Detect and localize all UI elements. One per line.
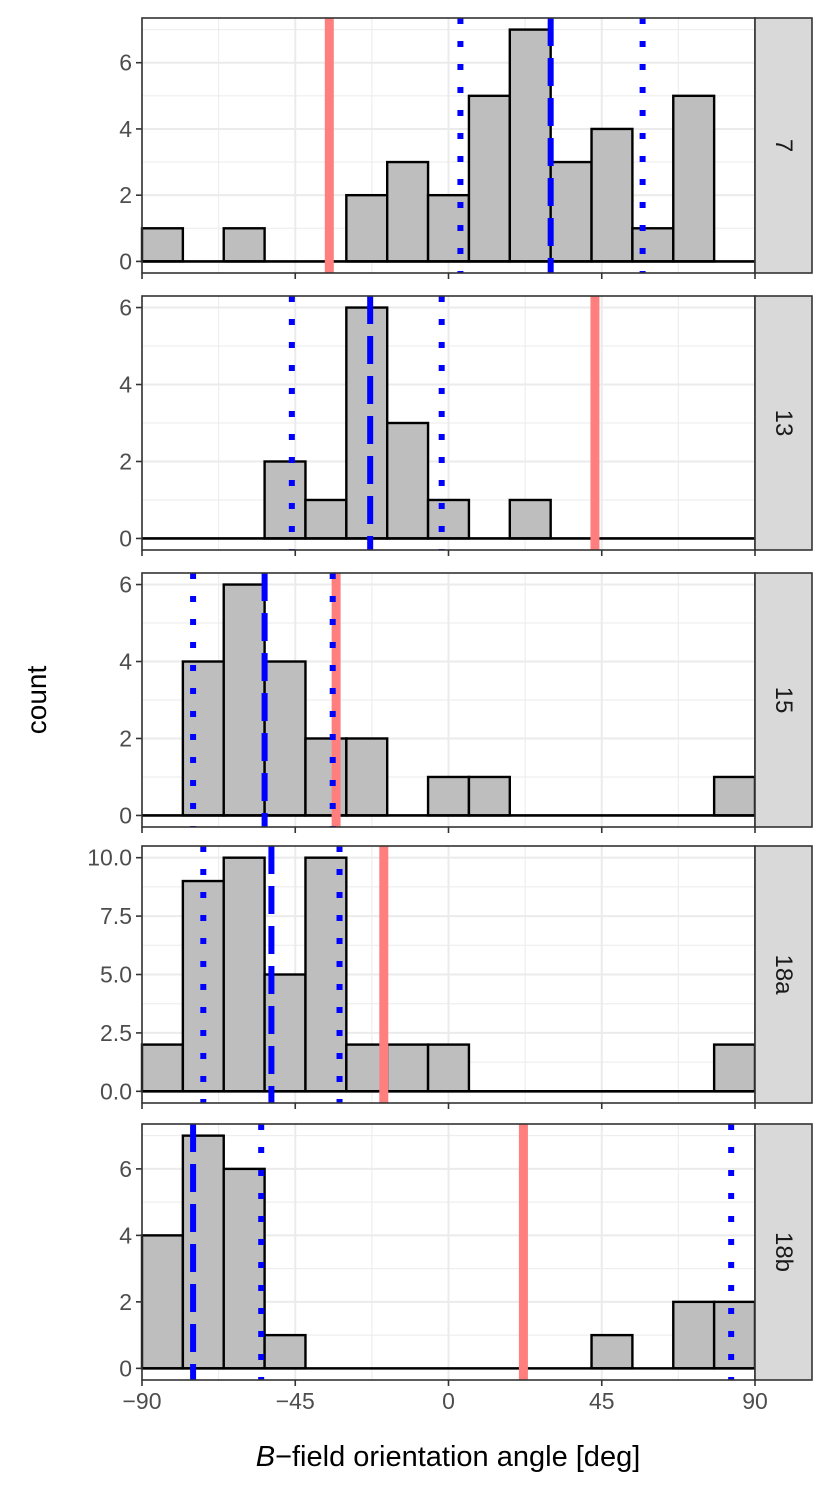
histogram-bar: [181, 1134, 225, 1370]
y-tick-label: 0: [119, 525, 132, 551]
panel-7: 7 0 2 4 6: [119, 17, 813, 279]
y-tick-label: 10.0: [87, 845, 132, 871]
histogram-bar: [263, 660, 307, 817]
histogram-bar: [426, 775, 471, 817]
facet-strip-label: 13: [770, 410, 797, 437]
y-tick-label: 6: [119, 295, 132, 321]
histogram-bar: [386, 1043, 430, 1093]
histogram-bar: [140, 227, 185, 263]
histogram-bar: [672, 94, 716, 263]
histogram-bar: [467, 94, 511, 263]
histogram-bar: [345, 737, 389, 817]
panel-13: 13 0 2 4 6: [119, 295, 813, 556]
histogram-bar: [712, 775, 757, 817]
histogram-bar: [222, 583, 266, 817]
y-tick-label: 4: [119, 372, 132, 398]
y-tick-label: 0: [119, 248, 132, 274]
histogram-bar: [345, 306, 389, 540]
histogram-bar: [426, 498, 471, 540]
x-axis-title-rest: −field orientation angle [deg]: [275, 1441, 640, 1473]
y-tick-label: 2: [119, 725, 132, 751]
facet-strip: [754, 845, 813, 1104]
histogram-bar: [631, 227, 675, 263]
y-tick-label: 0: [119, 1355, 132, 1381]
x-axis-title-italic: B: [256, 1441, 275, 1473]
histogram-bar: [263, 1333, 307, 1370]
y-tick-label: 0: [119, 802, 132, 828]
panel-15: 15 0 2 4 6: [119, 572, 813, 833]
histogram-bar: [140, 1043, 185, 1093]
y-tick-label: 2: [119, 1289, 132, 1315]
histogram-bar: [222, 227, 266, 263]
facet-strip-label: 7: [770, 139, 797, 152]
x-tick-label: 90: [742, 1388, 768, 1414]
x-tick-label: −90: [122, 1388, 161, 1414]
histogram-bar: [590, 1333, 634, 1370]
histogram-bar: [304, 498, 348, 540]
histogram-bar: [712, 1300, 757, 1370]
facet-strip: [754, 1123, 813, 1381]
histogram-bar: [386, 160, 430, 263]
histogram-bar: [590, 127, 634, 263]
facet-strip-label: 18a: [770, 954, 797, 995]
histogram-bar: [222, 1167, 266, 1370]
histogram-bar: [508, 498, 552, 540]
y-tick-label: 0.0: [100, 1078, 132, 1104]
panel-18a: 18a 0.0 2.5 5.0 7.5 10.0: [87, 845, 813, 1109]
y-tick-label: 2: [119, 182, 132, 208]
x-tick-label: −45: [276, 1388, 315, 1414]
histogram-bar: [263, 460, 307, 540]
x-tick-label: 0: [442, 1388, 455, 1414]
histogram-bar: [222, 856, 266, 1093]
y-tick-label: 6: [119, 50, 132, 76]
y-tick-label: 5.0: [100, 962, 132, 988]
facet-strip: [754, 295, 813, 551]
facet-strip: [754, 572, 813, 828]
panels-layer: 7 0 2 4 6 13 0 2 4 6 15 0 2 4 6 18a 0.0 2.5 5.0 7.5 10.0 18b 0…: [87, 17, 813, 1414]
y-tick-label: 4: [119, 649, 132, 675]
panel-18b: 18b 0 2 4 6 −90 −45 0 45 90: [119, 1123, 813, 1414]
histogram-bar: [426, 1043, 471, 1093]
facet-strip-label: 18b: [770, 1232, 797, 1272]
histogram-bar: [181, 660, 225, 817]
histogram-bar: [508, 28, 552, 263]
y-tick-label: 4: [119, 116, 132, 142]
facet-strip-label: 15: [770, 687, 797, 714]
x-axis-title: B−field orientation angle [deg]: [256, 1441, 641, 1473]
histogram-bar: [386, 421, 430, 540]
y-axis-title: count: [21, 666, 52, 735]
y-tick-label: 2.5: [100, 1020, 132, 1046]
y-tick-label: 6: [119, 572, 132, 598]
histogram-bar: [549, 160, 593, 263]
histogram-bar: [672, 1300, 716, 1370]
y-tick-label: 7.5: [100, 903, 132, 929]
histogram-bar: [712, 1043, 757, 1093]
facet-strip: [754, 17, 813, 274]
y-tick-label: 2: [119, 448, 132, 474]
y-tick-label: 6: [119, 1156, 132, 1182]
y-tick-label: 4: [119, 1222, 132, 1248]
x-tick-label: 45: [589, 1388, 615, 1414]
histogram-bar: [140, 1234, 185, 1370]
histogram-bar: [345, 193, 389, 263]
histogram-bar: [467, 775, 511, 817]
